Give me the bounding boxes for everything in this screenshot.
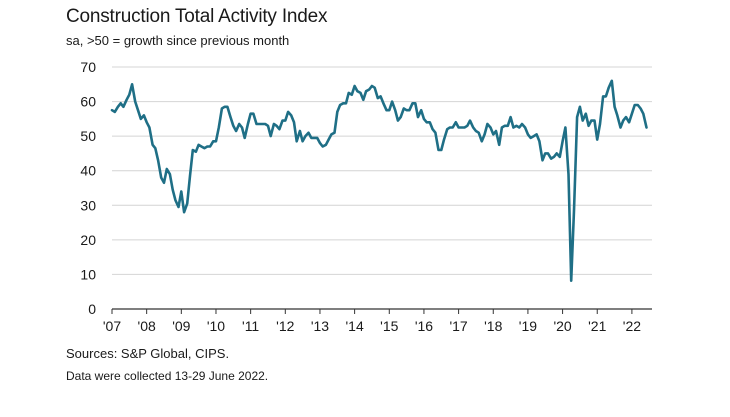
x-tick-label: '10	[207, 318, 225, 334]
x-tick-label: '15	[380, 318, 398, 334]
source-note: Sources: S&P Global, CIPS.	[66, 346, 230, 361]
x-tick-label: '14	[345, 318, 363, 334]
x-tick-label: '22	[623, 318, 641, 334]
x-tick-label: '19	[519, 318, 537, 334]
x-tick-label: '20	[553, 318, 571, 334]
series-lines	[110, 79, 648, 282]
y-tick-label: 30	[80, 197, 96, 213]
y-axis-ticks: 0 10 20 30 40 50 60 70	[80, 59, 96, 317]
x-tick-label: '07	[103, 318, 121, 334]
x-tick-label: '21	[588, 318, 606, 334]
y-tick-label: 70	[80, 59, 96, 75]
y-tick-label: 0	[88, 301, 96, 317]
x-axis-ticks: '07 '08 '09 '10 '11 '12 '13 '14 '15 '16 '17 '18 '19 '…	[103, 309, 641, 334]
x-tick-label: '18	[484, 318, 502, 334]
x-tick-label: '08	[138, 318, 156, 334]
chart-title: Construction Total Activity Index	[66, 6, 328, 27]
x-tick-label: '13	[311, 318, 329, 334]
collection-note: Data were collected 13-29 June 2022.	[66, 369, 269, 383]
x-tick-label: '12	[276, 318, 294, 334]
x-tick-label: '16	[415, 318, 433, 334]
x-tick-label: '17	[449, 318, 467, 334]
x-tick-label: '09	[172, 318, 190, 334]
y-tick-label: 40	[80, 163, 96, 179]
y-tick-label: 50	[80, 128, 96, 144]
y-tick-label: 10	[80, 266, 96, 282]
y-tick-label: 60	[80, 94, 96, 110]
x-tick-label: '11	[242, 318, 259, 334]
y-tick-label: 20	[80, 232, 96, 248]
series-line	[110, 79, 648, 282]
chart-subtitle: sa, >50 = growth since previous month	[66, 33, 290, 48]
